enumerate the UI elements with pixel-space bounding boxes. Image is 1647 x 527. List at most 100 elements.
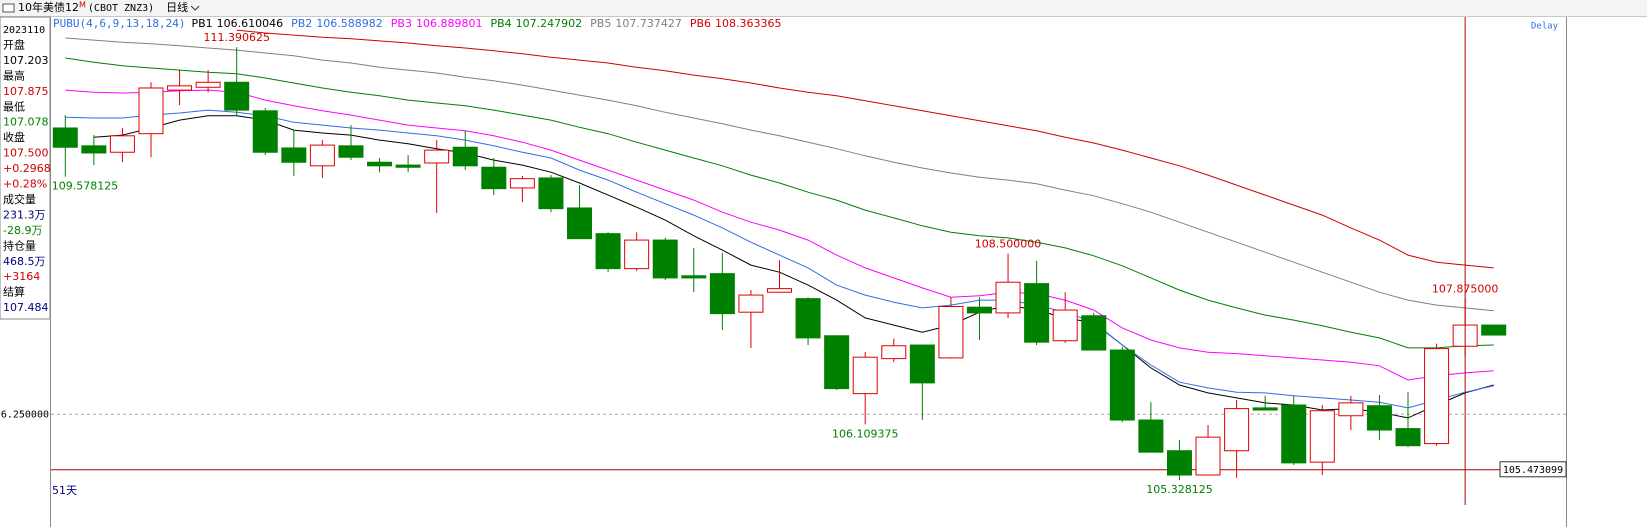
candle-body xyxy=(367,161,393,167)
extreme-label: 108.500000 xyxy=(975,238,1041,251)
candle-body xyxy=(624,239,650,270)
panel-label: 开盘 xyxy=(3,37,25,51)
indicator-line xyxy=(236,29,1494,269)
candle-body xyxy=(1252,407,1278,411)
legend-name: PB3 xyxy=(391,17,412,30)
candle-body xyxy=(481,166,507,190)
instrument-symbol: (CBOT ZNZ3) xyxy=(88,3,154,14)
indicator-line xyxy=(65,37,1494,312)
indicator-line xyxy=(65,57,1494,349)
indicator-line xyxy=(65,109,1494,409)
candle-body xyxy=(1081,315,1107,351)
candle-body xyxy=(167,85,193,91)
candle-body xyxy=(1338,402,1364,417)
candle-body xyxy=(538,177,564,210)
candle-body xyxy=(852,356,878,395)
panel-date: 2023110 xyxy=(3,25,45,36)
legend-value: 108.363365 xyxy=(715,17,781,30)
instrument-title: 10年美债12 xyxy=(18,0,79,14)
legend-name: PB6 xyxy=(690,17,711,30)
candle-body xyxy=(881,345,907,360)
candle-body xyxy=(109,135,135,153)
candle-body xyxy=(1166,450,1192,476)
candle-body xyxy=(395,164,421,168)
candle-body xyxy=(1138,419,1164,453)
candle-body xyxy=(338,145,364,158)
legend-value: 106.889801 xyxy=(416,17,482,30)
panel-label: 收盘 xyxy=(3,130,25,144)
top-bar xyxy=(0,0,1647,16)
candle-body xyxy=(1281,404,1307,464)
panel-value: 107.078 xyxy=(3,116,49,129)
candle-body xyxy=(1366,405,1392,431)
candle-body xyxy=(195,81,221,88)
panel-label: 最高 xyxy=(3,68,25,82)
legend-value: 106.610046 xyxy=(217,17,283,30)
extreme-label: 106.109375 xyxy=(832,427,898,440)
candle-body xyxy=(52,127,78,148)
candle-body xyxy=(309,144,335,167)
candle-body xyxy=(1424,348,1450,445)
panel-value: +3164 xyxy=(3,270,40,283)
candle-body xyxy=(424,149,450,164)
candle-body xyxy=(995,281,1021,314)
candle-body xyxy=(795,298,821,339)
info-panel xyxy=(0,16,51,320)
panel-value: 107.500 xyxy=(3,147,49,160)
panel-value: 231.3万 xyxy=(3,208,46,221)
panel-value: -28.9万 xyxy=(3,224,42,237)
panel-label: 成交量 xyxy=(3,192,36,206)
candle-body xyxy=(966,306,992,314)
panel-value: +0.28% xyxy=(3,178,47,191)
app-icon xyxy=(2,3,15,13)
candle-body xyxy=(1395,428,1421,447)
period-selector[interactable]: 日线 xyxy=(166,0,188,14)
candle-body xyxy=(567,207,593,240)
candle-body xyxy=(595,233,621,270)
candle-body xyxy=(1024,283,1050,343)
candle-body xyxy=(509,178,535,189)
candle-body xyxy=(709,273,735,315)
legend-value: 107.737427 xyxy=(615,17,681,30)
candle-body xyxy=(1195,436,1221,476)
plot: 106.250000 PUBU(4,6,9,13,18,24) PB1 106.610… xyxy=(0,17,1567,505)
delay-flag: Delay xyxy=(1531,22,1559,32)
candle-body xyxy=(652,239,678,279)
extreme-label: 109.578125 xyxy=(52,180,118,193)
candle-body xyxy=(1481,324,1507,336)
period-caret[interactable] xyxy=(190,5,200,11)
candle-body xyxy=(1052,309,1078,342)
panel-value: 468.5万 xyxy=(3,255,46,268)
candle-body xyxy=(281,147,307,163)
panel-label: 结算 xyxy=(3,285,25,299)
y-tick-label: 106.250000 xyxy=(0,409,49,420)
candle-body xyxy=(452,146,478,167)
legend-name: PB1 xyxy=(191,17,212,30)
panel-label: 最低 xyxy=(3,100,25,113)
candle-body xyxy=(824,335,850,390)
price-line-box xyxy=(1499,461,1567,478)
candle-body xyxy=(767,288,792,293)
panel-value: +0.2968 xyxy=(3,162,51,175)
candle-body xyxy=(681,275,707,279)
panel-value: 107.875 xyxy=(3,85,49,98)
candle-body xyxy=(1309,410,1335,463)
legend-value: 107.247902 xyxy=(516,17,582,30)
candle-body xyxy=(1224,408,1250,452)
legend-name: PB2 xyxy=(291,17,312,30)
extreme-label: 111.390625 xyxy=(203,31,269,44)
panel-value: 107.203 xyxy=(3,54,49,67)
indicator-name: PUBU(4,6,9,13,18,24) xyxy=(53,17,185,30)
candle-body xyxy=(138,87,164,135)
panel-label: 持仓量 xyxy=(3,238,36,252)
extreme-label: 105.328125 xyxy=(1146,483,1212,496)
legend-name: PB5 xyxy=(590,17,611,30)
candle-body xyxy=(224,81,250,111)
candle-body xyxy=(738,294,764,313)
days-count: 51天 xyxy=(52,484,77,497)
instrument-mark: M xyxy=(79,1,86,10)
price-line-label: 105.473099 xyxy=(1503,465,1563,476)
candle-body xyxy=(252,110,278,153)
